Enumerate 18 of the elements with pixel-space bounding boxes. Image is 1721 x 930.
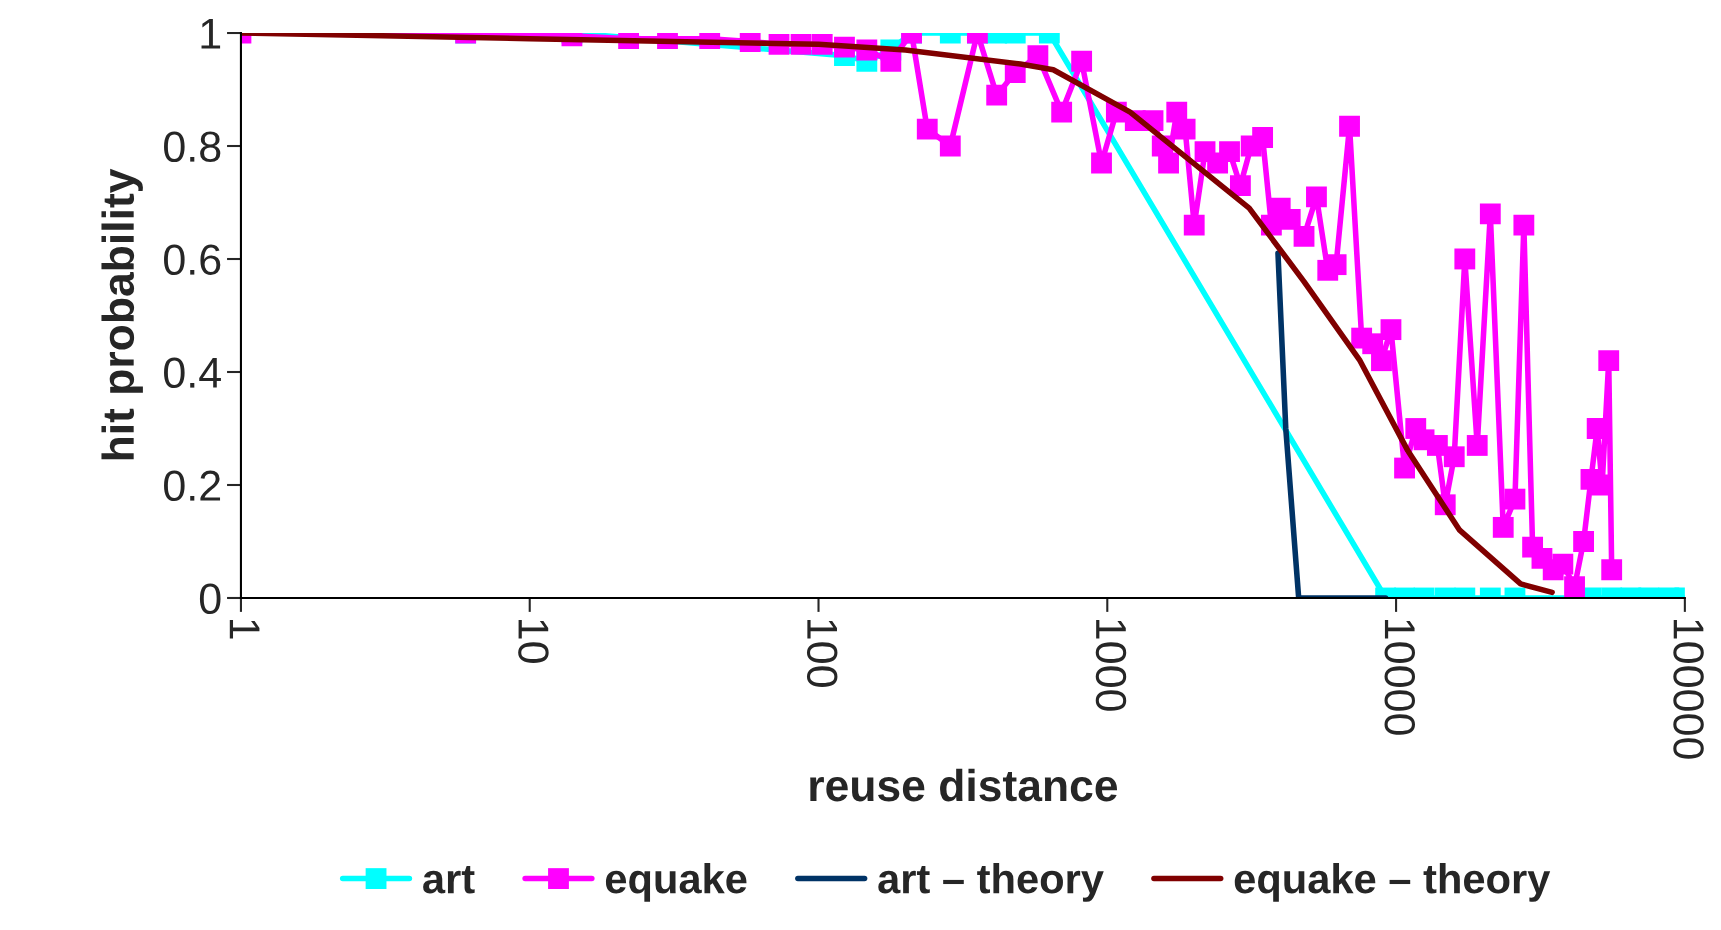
y-tick-label: 1 [201, 19, 221, 49]
legend-label: art [423, 865, 475, 894]
legend-label: equake [605, 862, 747, 902]
x-tick-label: 100000 [1673, 620, 1704, 759]
legend-label: equake – theory [1234, 862, 1551, 902]
x-axis-title: reuse distance [810, 768, 1118, 802]
y-axis-title: hit probability [101, 168, 143, 460]
x-tick-label: 1000 [1095, 620, 1127, 711]
x-tick-label: 1 [229, 620, 260, 639]
x-tick-label: 100 [806, 620, 838, 687]
y-tick-label: 0.4 [164, 357, 221, 389]
y-tick-label: 0.6 [164, 244, 221, 276]
x-tick-label: 10000 [1384, 620, 1416, 735]
x-tick-label: 10 [518, 620, 549, 663]
y-tick-label: 0.2 [164, 470, 221, 502]
y-tick-label: 0.8 [164, 131, 221, 163]
legend-label: art – theory [878, 862, 1104, 902]
y-tick-label: 0 [199, 583, 221, 615]
